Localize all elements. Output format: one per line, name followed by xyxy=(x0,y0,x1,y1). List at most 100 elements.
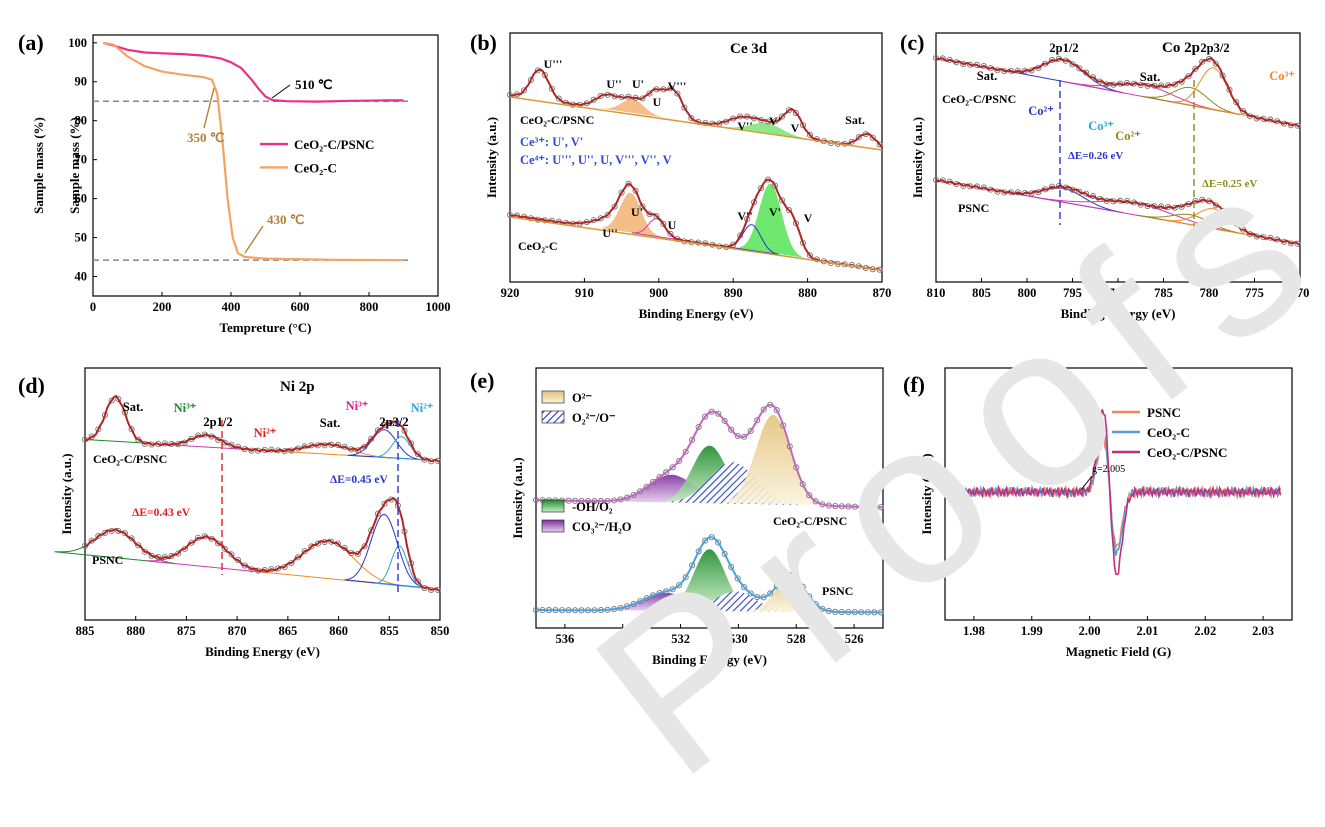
e-legend-swatch xyxy=(541,410,565,424)
c-spectrum-1-data-point xyxy=(1076,188,1083,195)
c-component-peak xyxy=(1003,59,1124,94)
d-spectrum-top-data-point xyxy=(368,435,375,442)
e-x-tick-label: 532 xyxy=(671,632,690,646)
c-spectrum-1-data-point xyxy=(1260,234,1267,241)
b-peak-label: V'' xyxy=(737,209,752,223)
e-plot-frame xyxy=(535,367,884,629)
c-title: Co 2p xyxy=(1162,40,1200,56)
e-spectrum-bottom-data-point xyxy=(643,595,650,602)
a-annotation-arrow xyxy=(244,225,264,254)
e-legend-label: -OH/O₂ xyxy=(572,500,613,514)
b-peak-label: U' xyxy=(631,205,643,219)
e-spectrum-top-data-point xyxy=(637,488,644,495)
d-peak-label: Ni³⁺ xyxy=(174,401,197,415)
e-spectrum-bottom-data-point xyxy=(747,590,754,597)
d-spectrum-top-data-point xyxy=(108,397,115,404)
f-x-tick-label: 1.98 xyxy=(963,624,985,638)
c-spectrum-0-data-point xyxy=(1199,58,1206,65)
a-y-tick-label: 90 xyxy=(75,75,88,89)
a-y-tick-label: 60 xyxy=(75,192,88,206)
e-spectrum-top-data-point xyxy=(799,481,806,488)
c-delta-e-top: ΔE=0.26 eV xyxy=(1068,150,1123,162)
b-spectrum-bottom-data-point xyxy=(632,187,639,194)
e-spectrum-top-data-point xyxy=(689,436,696,443)
panel-b-label: (b) xyxy=(470,30,497,55)
e-spectrum-bottom-data-point xyxy=(721,550,728,557)
c-x-tick-label: 785 xyxy=(1154,286,1173,300)
b-baseline xyxy=(509,216,883,271)
e-spectrum-top-data-point xyxy=(643,483,650,490)
c-delta-e-bottom: ΔE=0.25 eV xyxy=(1202,178,1257,190)
c-peak-label: Sat. xyxy=(977,69,998,83)
e-spectrum-top-data-point xyxy=(695,423,702,431)
d-plot-frame xyxy=(84,367,441,621)
c-spectrum-0-data-point xyxy=(1294,122,1301,129)
e-peak-area xyxy=(747,575,834,612)
d-spectrum-bottom-data-point xyxy=(135,542,142,549)
a-y-tick-label: 80 xyxy=(75,114,88,128)
d-spectrum-bottom-data-point xyxy=(115,527,122,534)
d-delta-e-left: ΔE=0.43 eV xyxy=(132,507,191,519)
d-spectrum-bottom-data-point xyxy=(368,527,375,534)
e-spectrum-bottom-data-point xyxy=(695,548,702,555)
d-peak-label: Ni²⁺ xyxy=(411,401,434,415)
e-spectrum-top-data-point xyxy=(702,413,709,420)
b-peak-label: V'' xyxy=(737,119,752,133)
d-component-peak xyxy=(252,540,405,587)
b-x-axis-label: Binding Energy (eV) xyxy=(639,306,754,321)
a-y-tick-label: 50 xyxy=(75,231,88,245)
b-spectrum-top-data-point xyxy=(688,115,695,122)
f-x-tick-label: 1.99 xyxy=(1021,624,1043,638)
d-y-axis-label: Intensity (a.u.) xyxy=(59,453,74,534)
a-series-line-0 xyxy=(103,41,404,103)
f-x-axis-label: Magnetic Field (G) xyxy=(1066,644,1171,659)
c-x-tick-label: 780 xyxy=(1200,286,1219,300)
b-spectrum-top-data-point xyxy=(597,92,604,99)
e-spectrum-top-data-point xyxy=(682,448,689,455)
b-spectrum-top-data-point xyxy=(869,134,876,141)
e-spectrum-top-data-point xyxy=(760,406,767,413)
panel-f-label: (f) xyxy=(903,372,925,397)
b-spectrum-bottom-data-point xyxy=(639,203,646,210)
a-annotation-arrow xyxy=(203,87,215,129)
b-spectrum-bottom-data-point xyxy=(604,211,611,219)
c-spectrum-0-data-point xyxy=(1212,60,1219,67)
b-peak-label: V xyxy=(791,121,800,135)
e-spectrum-top-data-point xyxy=(656,473,663,481)
panel-e-label: (e) xyxy=(470,368,494,393)
c-peak-label: Co³⁺ xyxy=(1269,69,1295,83)
b-peak-area xyxy=(599,99,667,118)
b-peak-label: U''' xyxy=(544,57,563,71)
e-series-name-bottom: PSNC xyxy=(822,584,853,598)
b-spectrum-bottom-data-point xyxy=(625,180,632,187)
b-spectrum-top-data-point xyxy=(674,90,681,97)
f-legend-label-1: CeO₂-C xyxy=(1147,425,1190,440)
c-spectrum-0-data-point xyxy=(1083,69,1090,76)
c-component-peak xyxy=(1136,213,1246,235)
c-spectrum-1-data-point xyxy=(1014,189,1021,196)
a-annotation-350: 350 ℃ xyxy=(187,130,224,145)
f-x-tick-label: 2.03 xyxy=(1252,624,1274,638)
d-x-tick-label: 860 xyxy=(329,624,348,638)
a-y-tick-label: 40 xyxy=(75,270,88,284)
b-legend-ce3: Ce³⁺: U', V' xyxy=(520,135,583,149)
d-component-peak xyxy=(375,545,424,589)
d-spectrum-bottom-data-point xyxy=(328,538,335,545)
b-peak-label: V xyxy=(804,211,813,225)
c-spectrum-1-data-point xyxy=(1219,207,1226,214)
d-spectrum-top-data-point xyxy=(248,447,255,454)
d-peak-label: 2p3/2 xyxy=(379,415,408,429)
f-g-value-annotation: g=2.005 xyxy=(1092,464,1125,475)
b-x-tick-label: 870 xyxy=(873,286,892,300)
f-legend-label-0: PSNC xyxy=(1147,405,1181,420)
b-spectrum-bottom-data-point xyxy=(611,203,618,210)
e-spectrum-top-data-point xyxy=(773,407,780,414)
b-spectrum-top-data-point xyxy=(541,71,548,78)
c-x-tick-label: 805 xyxy=(972,286,991,300)
b-spectrum-bottom-data-point xyxy=(660,220,667,228)
e-spectrum-bottom-data-point xyxy=(767,590,774,597)
b-spectrum-bottom-data-point xyxy=(597,215,604,222)
b-spectrum-bottom-data-point xyxy=(806,252,813,259)
b-spectrum-top-data-point xyxy=(778,113,786,120)
e-spectrum-top-data-point xyxy=(806,492,813,499)
